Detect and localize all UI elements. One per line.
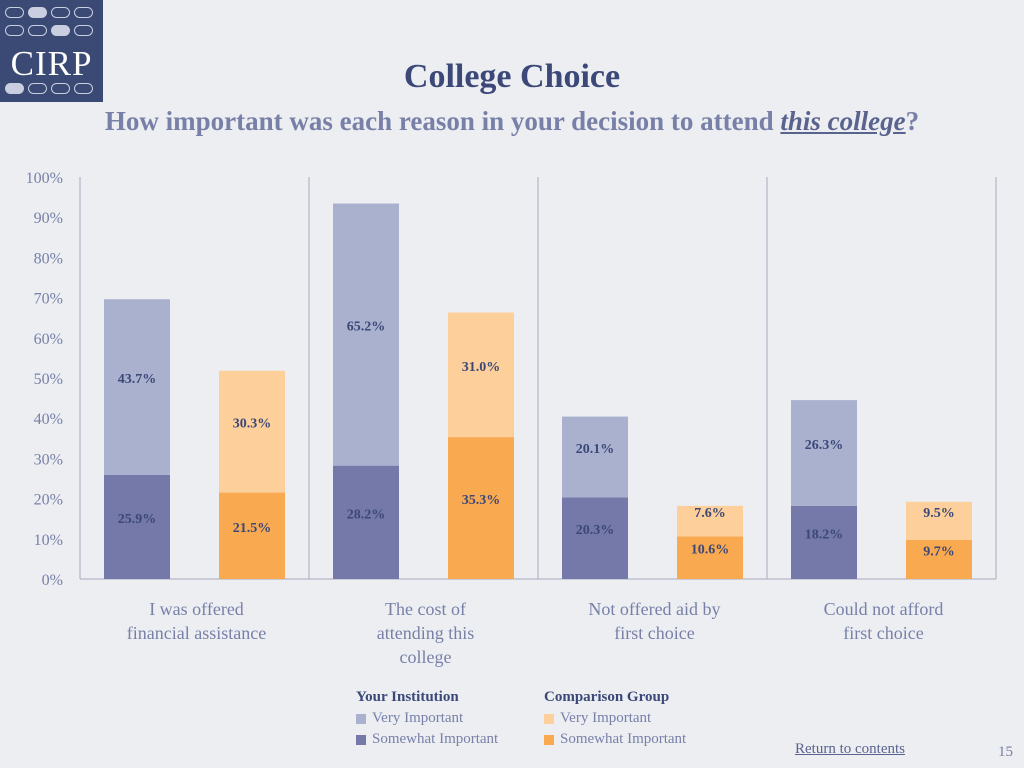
bar-segment [219,492,285,579]
logo-pill [5,7,24,18]
bar-segment [677,505,743,537]
y-tick-label: 70% [34,291,63,308]
legend-swatch [356,734,366,745]
legend-swatch [544,713,554,724]
legend-label: Somewhat Important [372,731,499,747]
y-tick-label: 10% [34,532,63,549]
bar-segment [791,505,857,579]
cirp-logo: CIRP [0,0,103,102]
bar-data-label: 35.3% [462,493,501,508]
x-category-label: financial assistance [127,623,266,643]
bar-data-label: 30.3% [233,417,272,432]
bar-data-label: 65.2% [347,320,386,335]
bar-data-label: 20.1% [576,442,615,457]
logo-text: CIRP [10,44,93,83]
legend-header: Comparison Group [544,689,670,705]
x-category-label: attending this [377,623,475,643]
subtitle-end: ? [905,106,920,136]
legend-item: Somewhat Important [356,729,498,750]
legend-label: Somewhat Important [560,731,687,747]
bar-segment [791,400,857,506]
logo-pill [51,7,70,18]
logo-pill [51,83,70,94]
legend-label: Very Important [372,710,464,726]
bar-data-label: 31.0% [462,360,501,375]
logo-pill [74,83,93,94]
legend-item: Very Important [356,708,498,729]
bar-segment [677,536,743,579]
subtitle-emphasis: this college [780,106,906,136]
logo-pill [5,25,24,36]
bar-segment [562,416,628,498]
x-category-label: Could not afford [824,599,944,619]
bar-data-label: 7.6% [694,506,726,521]
bar-data-label: 9.5% [923,506,955,521]
y-tick-label: 40% [34,411,63,428]
bar-segment [906,540,972,579]
page-subtitle: How important was each reason in your de… [0,106,1024,137]
bar-data-label: 26.3% [805,438,844,453]
y-tick-label: 30% [34,451,63,468]
x-category-label: first choice [843,623,923,643]
subtitle-text: How important was each reason in your de… [104,106,781,136]
legend-item: Very Important [544,708,686,729]
y-tick-label: 100% [26,170,63,187]
legend-swatch [356,713,366,724]
legend-header: Your Institution [356,689,459,705]
bar-data-label: 18.2% [805,527,844,542]
y-tick-label: 90% [34,210,63,227]
bar-data-label: 25.9% [118,512,157,527]
y-tick-label: 0% [42,572,63,589]
y-tick-label: 50% [34,371,63,388]
x-category-label: first choice [614,623,694,643]
logo-pill [74,7,93,18]
x-category-label: college [400,647,452,667]
legend-swatch [544,734,554,745]
logo-pill [28,25,47,36]
bar-segment [448,437,514,579]
legend-comparison-group: Comparison Group Very Important Somewhat… [544,689,686,750]
logo-pill [28,7,47,18]
x-category-label: Not offered aid by [588,599,720,619]
x-category-label: I was offered [149,599,244,619]
logo-pill [74,25,93,36]
logo-pill [51,25,70,36]
bar-data-label: 9.7% [923,545,955,560]
bar-data-label: 28.2% [347,507,386,522]
stacked-bar-chart: 0% 10% 20% 30% 40% 50% 60% 70% 80% 90% 100% 25.9% 43… [26,170,997,667]
bar-segment [333,203,399,466]
bar-segment [104,474,170,579]
bar-segment [219,370,285,493]
y-tick-label: 60% [34,331,63,348]
bar-segment [104,299,170,475]
y-tick-label: 20% [34,492,63,509]
bar-segment [448,312,514,438]
logo-pill [5,83,24,94]
legend-item: Somewhat Important [544,729,686,750]
bar-segment [906,501,972,541]
bar-data-label: 10.6% [691,543,730,558]
return-to-contents-link[interactable]: Return to contents [795,741,905,757]
legend-your-institution: Your Institution Very Important Somewhat… [356,689,498,750]
bar-data-label: 21.5% [233,521,272,536]
page-number: 15 [998,744,1013,760]
legend-label: Very Important [560,710,652,726]
bar-data-label: 20.3% [576,523,615,538]
bar-segment [333,465,399,579]
bar-segment [562,497,628,579]
page-title: College Choice [403,58,621,95]
y-tick-label: 80% [34,250,63,267]
bar-data-label: 43.7% [118,372,157,387]
x-category-label: The cost of [385,599,466,619]
logo-pill [28,83,47,94]
